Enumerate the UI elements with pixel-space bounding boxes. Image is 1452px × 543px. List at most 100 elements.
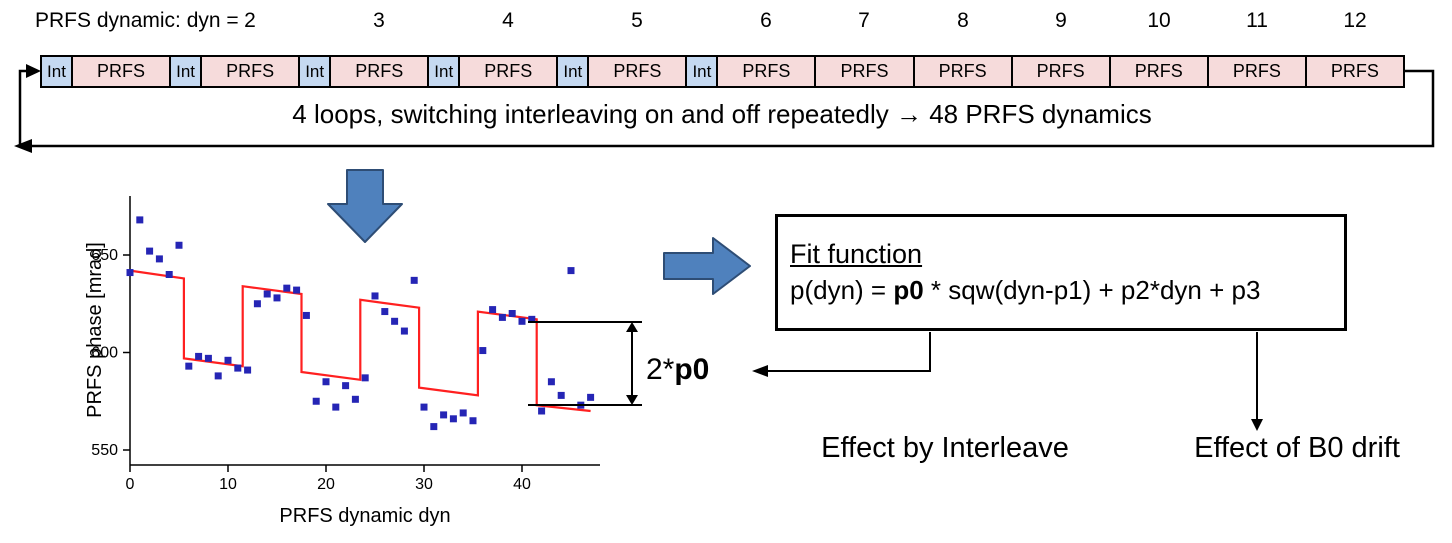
formula-rest: * sqw(dyn-p1) + p2*dyn + p3: [923, 275, 1261, 305]
data-point: [126, 269, 134, 277]
dyn-number: 6: [760, 9, 772, 32]
two-p0-bold: p0: [674, 353, 710, 386]
x-tick-label: 0: [126, 476, 135, 493]
prfs-block: PRFS: [329, 55, 430, 88]
data-point: [332, 403, 340, 411]
dyn-number: 5: [631, 9, 643, 32]
data-point: [498, 313, 506, 321]
prfs-block: PRFS: [814, 55, 915, 88]
data-point: [508, 310, 516, 317]
data-point: [283, 284, 291, 292]
p0-connector-line: [766, 332, 931, 372]
prfs-block: PRFS: [1010, 55, 1111, 88]
data-point: [263, 290, 271, 298]
x-axis-title: PRFS dynamic dyn: [279, 505, 450, 527]
data-point: [302, 311, 310, 319]
dyn-number: 3: [373, 9, 385, 32]
data-point: [204, 354, 212, 362]
fit-function-formula: p(dyn) = p0 * sqw(dyn-p1) + p2*dyn + p3: [790, 275, 1332, 306]
loop-path-left: [18, 69, 27, 146]
data-point: [420, 403, 428, 411]
data-point: [400, 327, 408, 335]
interleave-block: Int: [298, 55, 332, 88]
data-point: [410, 276, 418, 284]
prfs-block: PRFS: [458, 55, 559, 88]
dyn-number: 2: [244, 9, 256, 32]
y-axis-title: PRFS phase [mrad]: [85, 242, 106, 418]
data-point: [195, 352, 203, 360]
loop-entry-arrowhead-icon: [26, 64, 41, 78]
data-point: [136, 216, 144, 224]
data-point: [528, 315, 536, 323]
b0-connector-arrowhead-icon: [1251, 419, 1263, 431]
data-point: [351, 395, 359, 403]
sequence-strip: Int PRFS Int PRFS Int PRFS Int PRFS Int PRFS Int PR…: [40, 55, 1405, 88]
prfs-phase-plot: 0 10 20 30 40 550 600 650 PRFS dynamic dyn PRFS p…: [84, 196, 600, 527]
right-arrow-icon: [663, 237, 751, 295]
prfs-block: PRFS: [1108, 55, 1209, 88]
prfs-block: PRFS: [1206, 55, 1307, 88]
y-tick-label: 550: [91, 442, 118, 459]
data-point: [459, 409, 467, 417]
loop-arrowhead-left-icon: [14, 139, 32, 153]
prfs-block: PRFS: [912, 55, 1013, 88]
y-tick-label: 650: [91, 247, 118, 264]
data-point: [489, 306, 497, 314]
data-point: [518, 317, 526, 325]
data-point: [449, 415, 457, 423]
x-tick-label: 20: [317, 476, 335, 493]
interleave-block: Int: [427, 55, 461, 88]
data-point: [165, 271, 173, 278]
data-point: [391, 317, 399, 325]
dyn-number: 9: [1055, 9, 1067, 32]
prfs-block: PRFS: [716, 55, 817, 88]
prfs-block: PRFS: [587, 55, 688, 88]
data-point: [312, 397, 320, 405]
data-point: [273, 294, 281, 302]
interleave-block: Int: [169, 55, 203, 88]
p0-double-arrow-down-icon: [626, 395, 638, 405]
prfs-block: PRFS: [71, 55, 172, 88]
dyn-number: 11: [1246, 9, 1268, 32]
formula-prefix: p(dyn) =: [790, 275, 894, 305]
data-point: [146, 247, 154, 255]
prfs-phase-chart: 0 10 20 30 40 550 600 650 PRFS dynamic dyn PRFS p…: [84, 188, 610, 540]
dyn-number: 8: [957, 9, 969, 32]
data-point: [175, 241, 183, 249]
data-point: [342, 382, 350, 390]
dyn-number: 7: [858, 9, 870, 32]
data-point: [322, 378, 330, 386]
data-point: [440, 411, 448, 419]
data-point: [214, 372, 222, 380]
data-point: [381, 308, 389, 316]
two-p0-prefix: 2*: [646, 353, 675, 386]
formula-p0: p0: [893, 275, 924, 305]
data-point: [234, 364, 242, 372]
data-point: [557, 391, 565, 399]
prfs-block: PRFS: [1304, 55, 1405, 88]
prfs-block: PRFS: [200, 55, 301, 88]
data-point: [547, 378, 555, 386]
dyn-number: 12: [1343, 9, 1367, 32]
data-point: [577, 401, 585, 409]
data-point: [293, 286, 301, 294]
dyn-number: 10: [1147, 9, 1171, 32]
x-tick-label: 40: [513, 476, 531, 493]
loop-caption: 4 loops, switching interleaving on and o…: [292, 99, 1152, 129]
data-point: [567, 267, 575, 275]
data-point: [469, 417, 477, 425]
fit-function-title: Fit function: [790, 239, 923, 269]
data-point: [538, 407, 546, 415]
data-point: [587, 393, 595, 401]
data-point: [185, 362, 193, 370]
data-point: [430, 423, 438, 431]
p0-connector-arrowhead-icon: [752, 365, 768, 377]
p0-double-arrow-up-icon: [626, 322, 638, 332]
x-tick-label: 10: [219, 476, 237, 493]
dyn-number: 4: [502, 9, 514, 32]
two-p0-label: 2*p0: [646, 353, 709, 387]
fit-function-box: Fit function p(dyn) = p0 * sqw(dyn-p1) +…: [775, 214, 1347, 331]
interleave-block: Int: [685, 55, 719, 88]
fit-line: [129, 269, 591, 413]
